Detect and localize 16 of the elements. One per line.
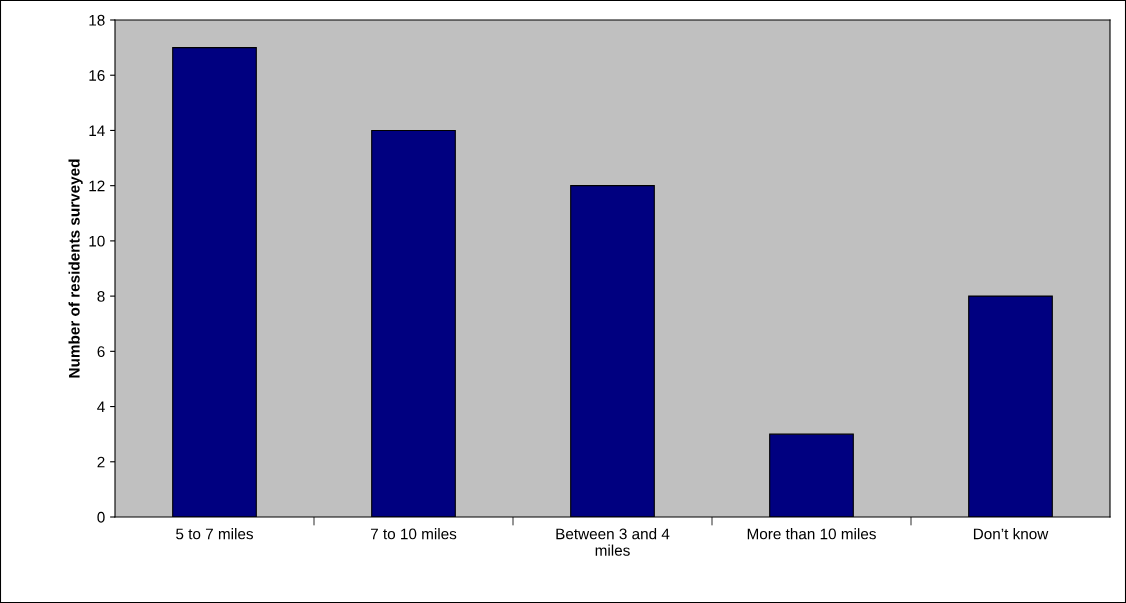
y-tick-label: 16 [89, 70, 105, 81]
y-axis-title: Number of residents surveyed [68, 159, 83, 378]
y-tick-label: 10 [89, 235, 105, 247]
y-tick-label: 6 [97, 346, 105, 358]
y-tick-label: 0 [97, 511, 105, 523]
y-tick-label: 4 [97, 401, 105, 413]
y-tick-label: 14 [89, 125, 105, 136]
x-tick-label: 5 to 7 miles [176, 528, 254, 540]
y-tick-label: 12 [89, 180, 105, 192]
y-tick-label: 2 [97, 456, 105, 468]
x-tick-label: Between 3 and 4 miles [556, 528, 670, 556]
x-tick-label: Don’t know [973, 528, 1049, 540]
y-tick-label: 18 [89, 14, 105, 26]
x-tick-label: 7 to 10 miles [370, 528, 457, 540]
y-tick-label: 8 [97, 290, 105, 302]
x-tick-label: More than 10 miles [747, 528, 876, 540]
